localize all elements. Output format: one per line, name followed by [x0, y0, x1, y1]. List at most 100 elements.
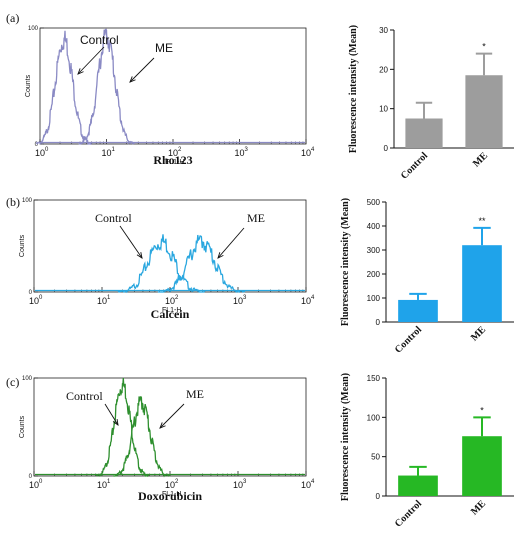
x-tick-label-base: 10 [97, 480, 107, 490]
y-tick-label: 0 [384, 144, 389, 153]
y-tick-label: 0 [376, 492, 381, 501]
bar-me [465, 75, 503, 148]
x-tick-label-base: 10 [233, 480, 243, 490]
annotation-arrowhead [77, 68, 84, 75]
y-axis-title: Fluorescence intensity (Mean) [340, 373, 351, 501]
category-label: Control [393, 498, 424, 529]
y-axis-title: Counts [25, 74, 32, 97]
x-tick-label-exponent: 3 [243, 295, 247, 301]
bar-me [462, 436, 502, 496]
x-tick-label-base: 10 [235, 148, 245, 158]
x-tick-label-base: 10 [301, 480, 311, 490]
histogram-rho123: 10 0 10 1 10 2 10 3 10 40100FL1-HCountsControlMER… [25, 26, 315, 167]
x-tick-label-exponent: 1 [112, 147, 116, 153]
annotation-label: ME [247, 211, 265, 225]
category-label: ME [469, 498, 488, 517]
y-axis-title: Counts [19, 234, 26, 257]
x-tick-label-base: 10 [97, 296, 107, 306]
y-tick-label: 150 [367, 374, 381, 383]
bar-control [398, 299, 438, 322]
annotation-arrow [77, 46, 105, 75]
y-axis-title: Counts [19, 415, 26, 438]
annotation-arrow [129, 57, 155, 83]
x-tick-label-base: 10 [29, 296, 39, 306]
x-tick-label-base: 10 [29, 480, 39, 490]
y-tick-label: 300 [367, 246, 381, 255]
x-tick-label-exponent: 3 [243, 479, 247, 485]
y-axis-title: Fluorescence intensity (Mean) [340, 198, 351, 326]
row-c: (c) 10 0 10 1 10 2 10 3 10 40100FL1-HCountsContro… [6, 373, 514, 530]
category-label: Control [393, 324, 424, 355]
x-tick-label-exponent: 3 [245, 147, 249, 153]
y-tick-label: 100 [22, 376, 33, 382]
x-tick-label-exponent: 2 [178, 147, 182, 153]
histogram-series-me [157, 234, 246, 293]
plot-frame [33, 199, 307, 293]
y-tick-label: 400 [367, 222, 381, 231]
panel-label: (c) [6, 375, 19, 389]
annotation-arrow [119, 225, 143, 259]
x-tick-label-exponent: 1 [107, 479, 111, 485]
annotation-label: Control [80, 33, 119, 47]
annotation-arrowhead [136, 252, 143, 259]
annotation-label: Control [95, 211, 132, 225]
bar-control [405, 118, 443, 148]
x-tick-label-exponent: 2 [175, 295, 179, 301]
y-tick-label: 100 [367, 294, 381, 303]
y-tick-label: 100 [28, 26, 39, 32]
y-tick-label: 50 [371, 453, 380, 462]
histogram-series-control [35, 30, 93, 146]
significance-marker: ** [478, 216, 486, 226]
bar-chart-calcein: 0 100 200 300 400 500 Fluorescence intensity (… [340, 198, 514, 356]
plot-frame [39, 27, 307, 145]
y-tick-label: 100 [22, 198, 33, 204]
significance-marker: * [482, 42, 486, 52]
bar-me [462, 245, 502, 322]
y-tick-label: 0 [376, 318, 381, 327]
row-b: (b) 10 0 10 1 10 2 10 3 10 40100FL1-HCountsContro… [6, 195, 514, 356]
histogram-caption: Doxorubicin [138, 489, 202, 503]
y-tick-label: 0 [29, 290, 33, 296]
bar-control [398, 475, 438, 496]
x-tick-label-base: 10 [301, 296, 311, 306]
x-tick-label-base: 10 [165, 296, 175, 306]
y-tick-label: 200 [367, 270, 381, 279]
annotation-label: Control [66, 389, 103, 403]
row-a: (a) 10 0 10 1 10 2 10 3 10 40100FL1-HCountsContro… [6, 11, 514, 182]
plot-frame [33, 377, 307, 477]
annotation-arrowhead [112, 419, 119, 426]
annotation-arrowhead [129, 76, 136, 83]
y-tick-label: 30 [379, 26, 388, 35]
histogram-series-me [78, 28, 135, 145]
y-tick-label: 500 [367, 198, 381, 207]
x-tick-label-base: 10 [233, 296, 243, 306]
x-tick-label-exponent: 2 [175, 479, 179, 485]
category-label: Control [399, 150, 430, 181]
y-tick-label: 20 [379, 65, 388, 74]
panel-label: (b) [6, 195, 20, 209]
panel-label: (a) [6, 11, 19, 25]
x-tick-label-exponent: 0 [45, 147, 49, 153]
y-tick-label: 0 [35, 142, 39, 148]
histogram-series-control [95, 377, 150, 478]
x-tick-label-exponent: 0 [39, 295, 43, 301]
significance-marker: * [480, 405, 484, 415]
annotation-arrow [159, 403, 185, 429]
annotation-arrowhead [159, 422, 166, 429]
annotation-arrow [217, 227, 245, 259]
category-label: ME [471, 150, 490, 169]
x-tick-label-exponent: 1 [107, 295, 111, 301]
y-tick-label: 0 [29, 474, 33, 480]
annotation-arrowhead [217, 252, 224, 259]
x-axis-title: FL1-H [162, 307, 181, 314]
x-tick-label-base: 10 [102, 148, 112, 158]
category-label: ME [469, 324, 488, 343]
y-tick-label: 100 [367, 413, 381, 422]
x-tick-label-base: 10 [35, 148, 45, 158]
x-axis-title: FL1-H [165, 159, 184, 166]
x-tick-label-base: 10 [301, 148, 311, 158]
annotation-label: ME [155, 41, 173, 55]
annotation-label: ME [186, 387, 204, 401]
